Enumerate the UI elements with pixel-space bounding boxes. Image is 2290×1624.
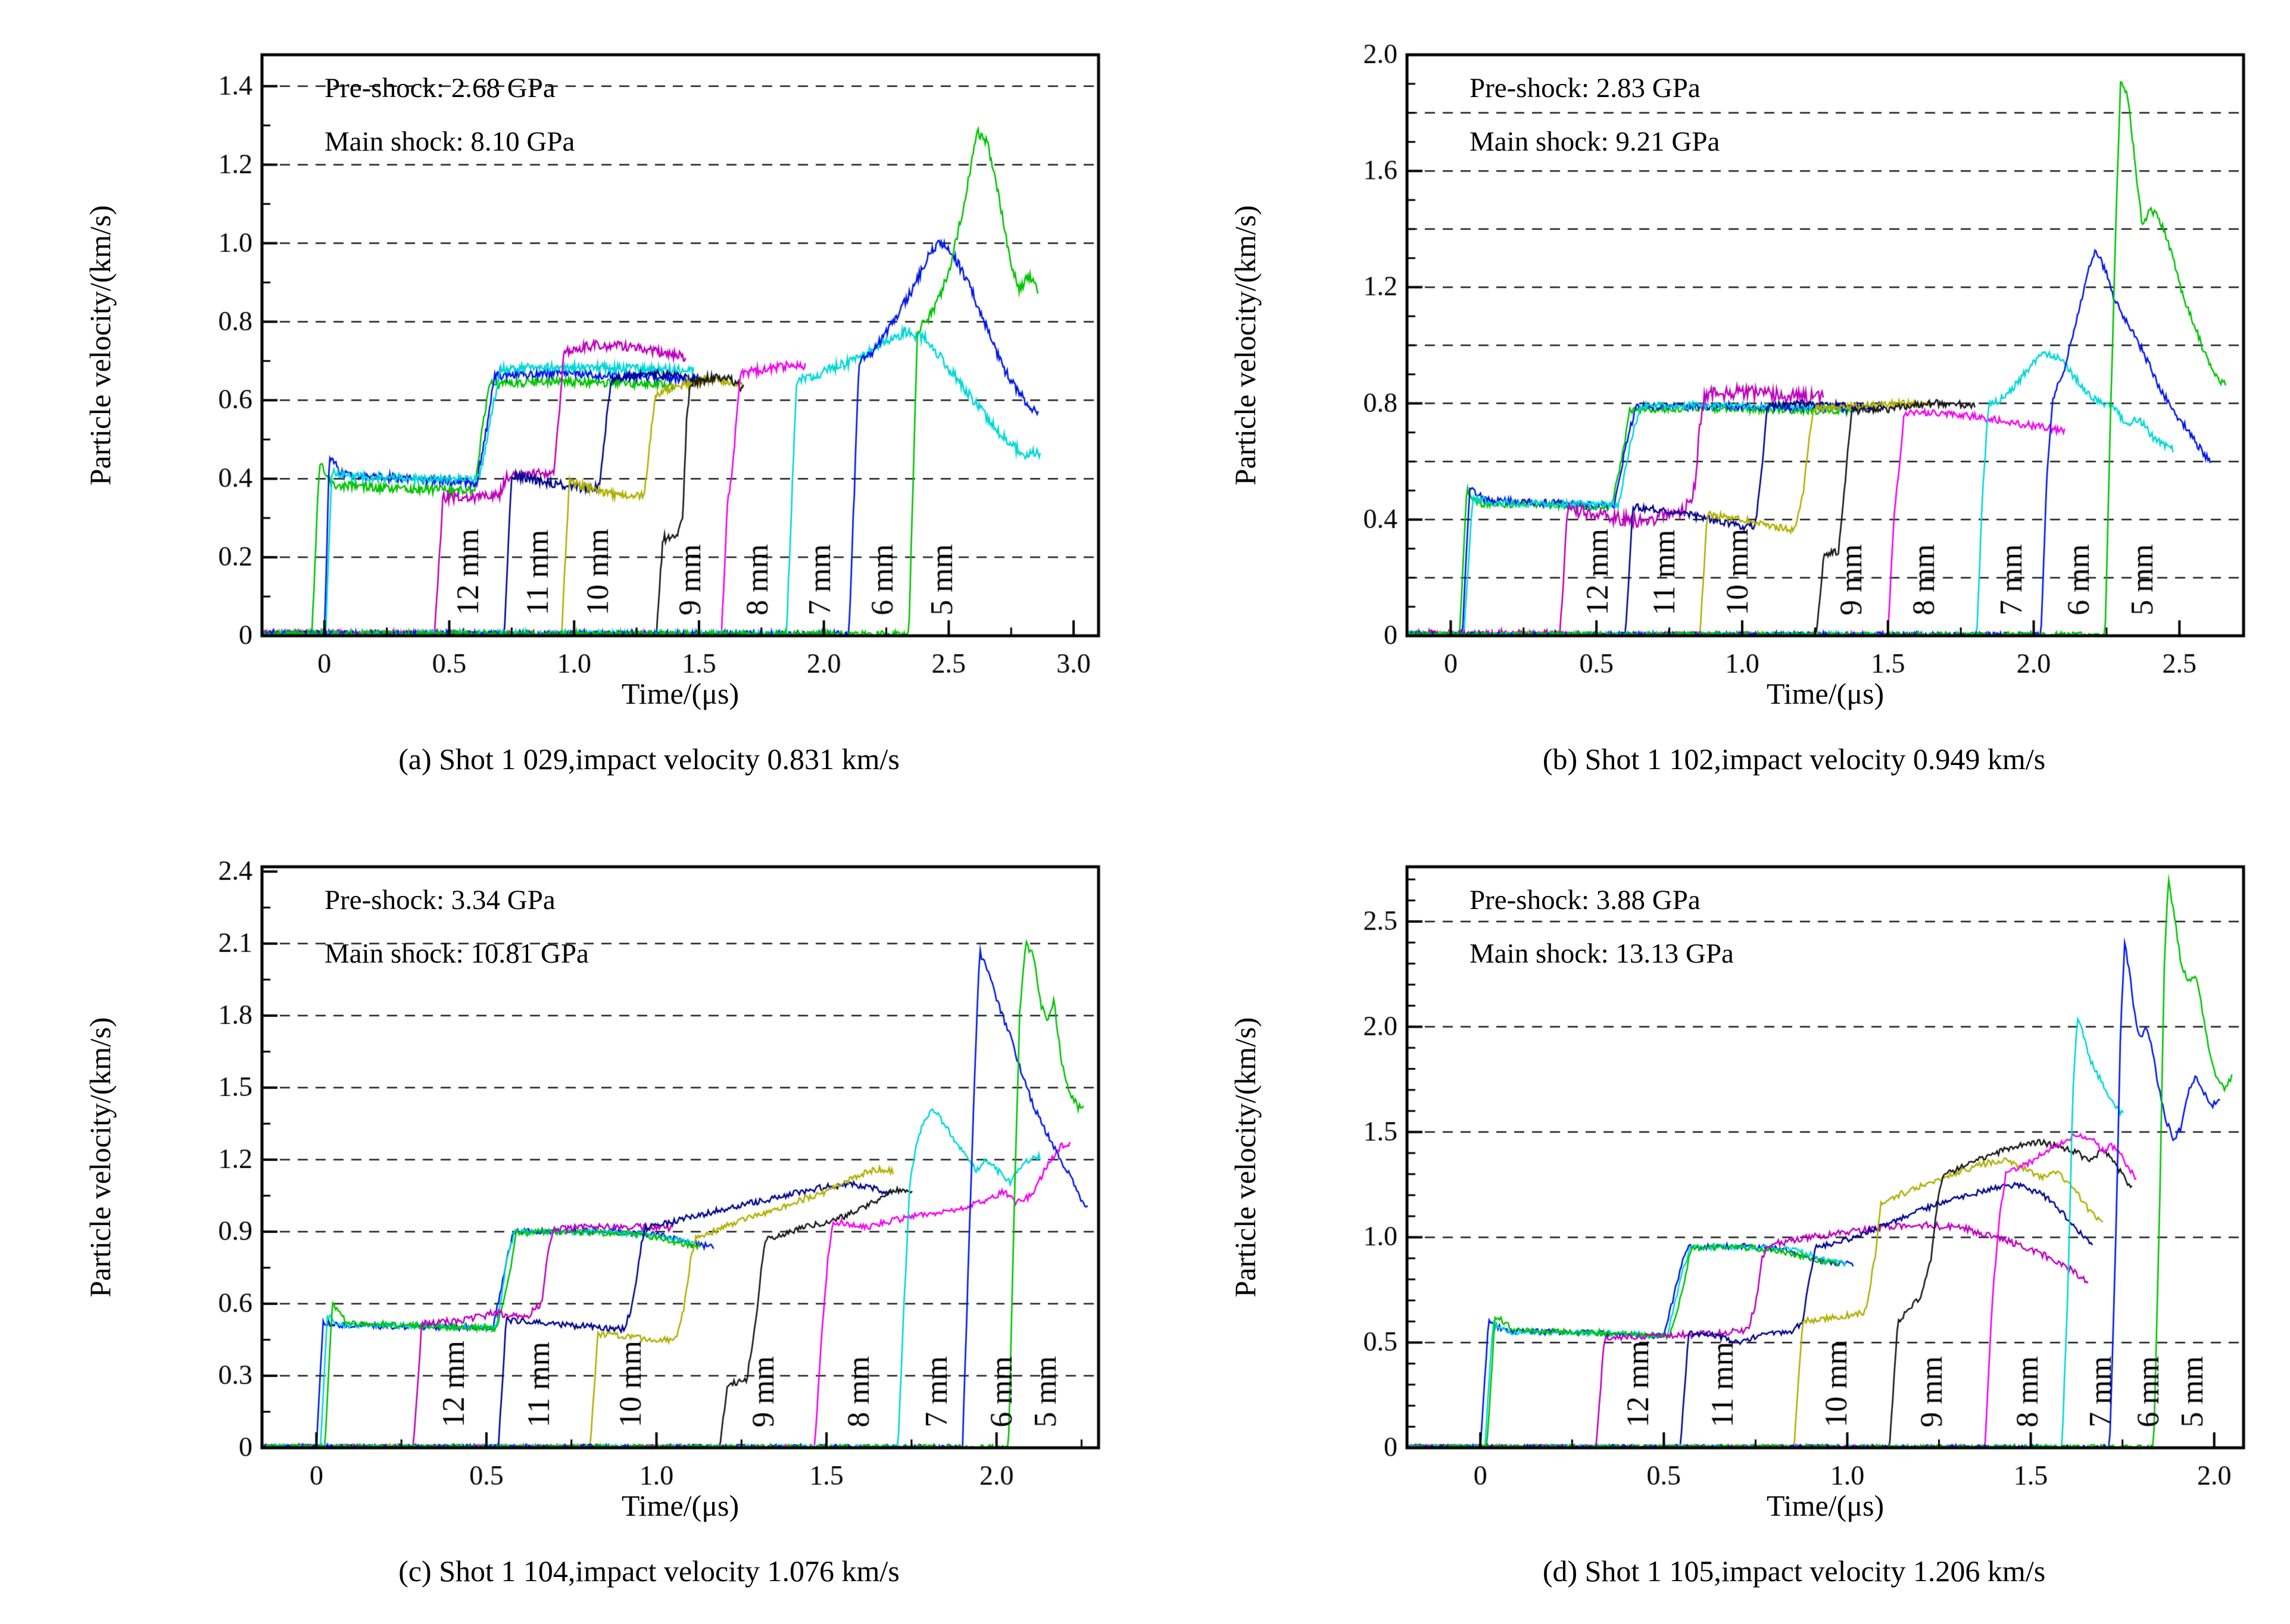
annotation-block-d: Pre-shock: 3.88 GPa Main shock: 13.13 GP… bbox=[1470, 873, 1734, 980]
y-axis-label: Particle velocity/(km/s) bbox=[83, 1017, 117, 1298]
x-axis-label: Time/(μs) bbox=[1766, 677, 1885, 710]
annotation-pre-shock: Pre-shock: 2.83 GPa bbox=[1470, 73, 1701, 104]
plot-canvas-c bbox=[0, 812, 1145, 1624]
x-axis-label: Time/(μs) bbox=[621, 677, 740, 710]
caption-a: (a) Shot 1 029,impact velocity 0.831 km/… bbox=[398, 742, 900, 776]
subplot-d: Pre-shock: 3.88 GPa Main shock: 13.13 GP… bbox=[1145, 812, 2290, 1624]
x-axis-label: Time/(μs) bbox=[1766, 1489, 1885, 1522]
subplot-a: Pre-shock: 2.68 GPa Main shock: 8.10 GPa… bbox=[0, 0, 1145, 812]
annotation-pre-shock: Pre-shock: 3.34 GPa bbox=[325, 885, 556, 916]
caption-b: (b) Shot 1 102,impact velocity 0.949 km/… bbox=[1542, 742, 2046, 776]
annotation-main-shock: Main shock: 8.10 GPa bbox=[325, 126, 575, 157]
y-axis-label: Particle velocity/(km/s) bbox=[1228, 1017, 1262, 1298]
caption-d: (d) Shot 1 105,impact velocity 1.206 km/… bbox=[1542, 1554, 2046, 1588]
y-axis-label: Particle velocity/(km/s) bbox=[83, 205, 117, 486]
annotation-block-b: Pre-shock: 2.83 GPa Main shock: 9.21 GPa bbox=[1470, 61, 1720, 168]
annotation-block-a: Pre-shock: 2.68 GPa Main shock: 8.10 GPa bbox=[325, 61, 575, 168]
plot-canvas-a bbox=[0, 0, 1145, 812]
y-axis-label: Particle velocity/(km/s) bbox=[1228, 205, 1262, 486]
plot-canvas-d bbox=[1145, 812, 2290, 1624]
plot-canvas-b bbox=[1145, 0, 2290, 812]
caption-c: (c) Shot 1 104,impact velocity 1.076 km/… bbox=[398, 1554, 900, 1588]
subplot-c: Pre-shock: 3.34 GPa Main shock: 10.81 GP… bbox=[0, 812, 1145, 1624]
annotation-block-c: Pre-shock: 3.34 GPa Main shock: 10.81 GP… bbox=[325, 873, 589, 980]
annotation-main-shock: Main shock: 9.21 GPa bbox=[1470, 126, 1720, 157]
subplot-b: Pre-shock: 2.83 GPa Main shock: 9.21 GPa… bbox=[1145, 0, 2290, 812]
annotation-main-shock: Main shock: 13.13 GPa bbox=[1470, 938, 1734, 969]
annotation-pre-shock: Pre-shock: 2.68 GPa bbox=[325, 73, 556, 104]
annotation-pre-shock: Pre-shock: 3.88 GPa bbox=[1470, 885, 1701, 916]
annotation-main-shock: Main shock: 10.81 GPa bbox=[325, 938, 589, 969]
x-axis-label: Time/(μs) bbox=[621, 1489, 740, 1522]
